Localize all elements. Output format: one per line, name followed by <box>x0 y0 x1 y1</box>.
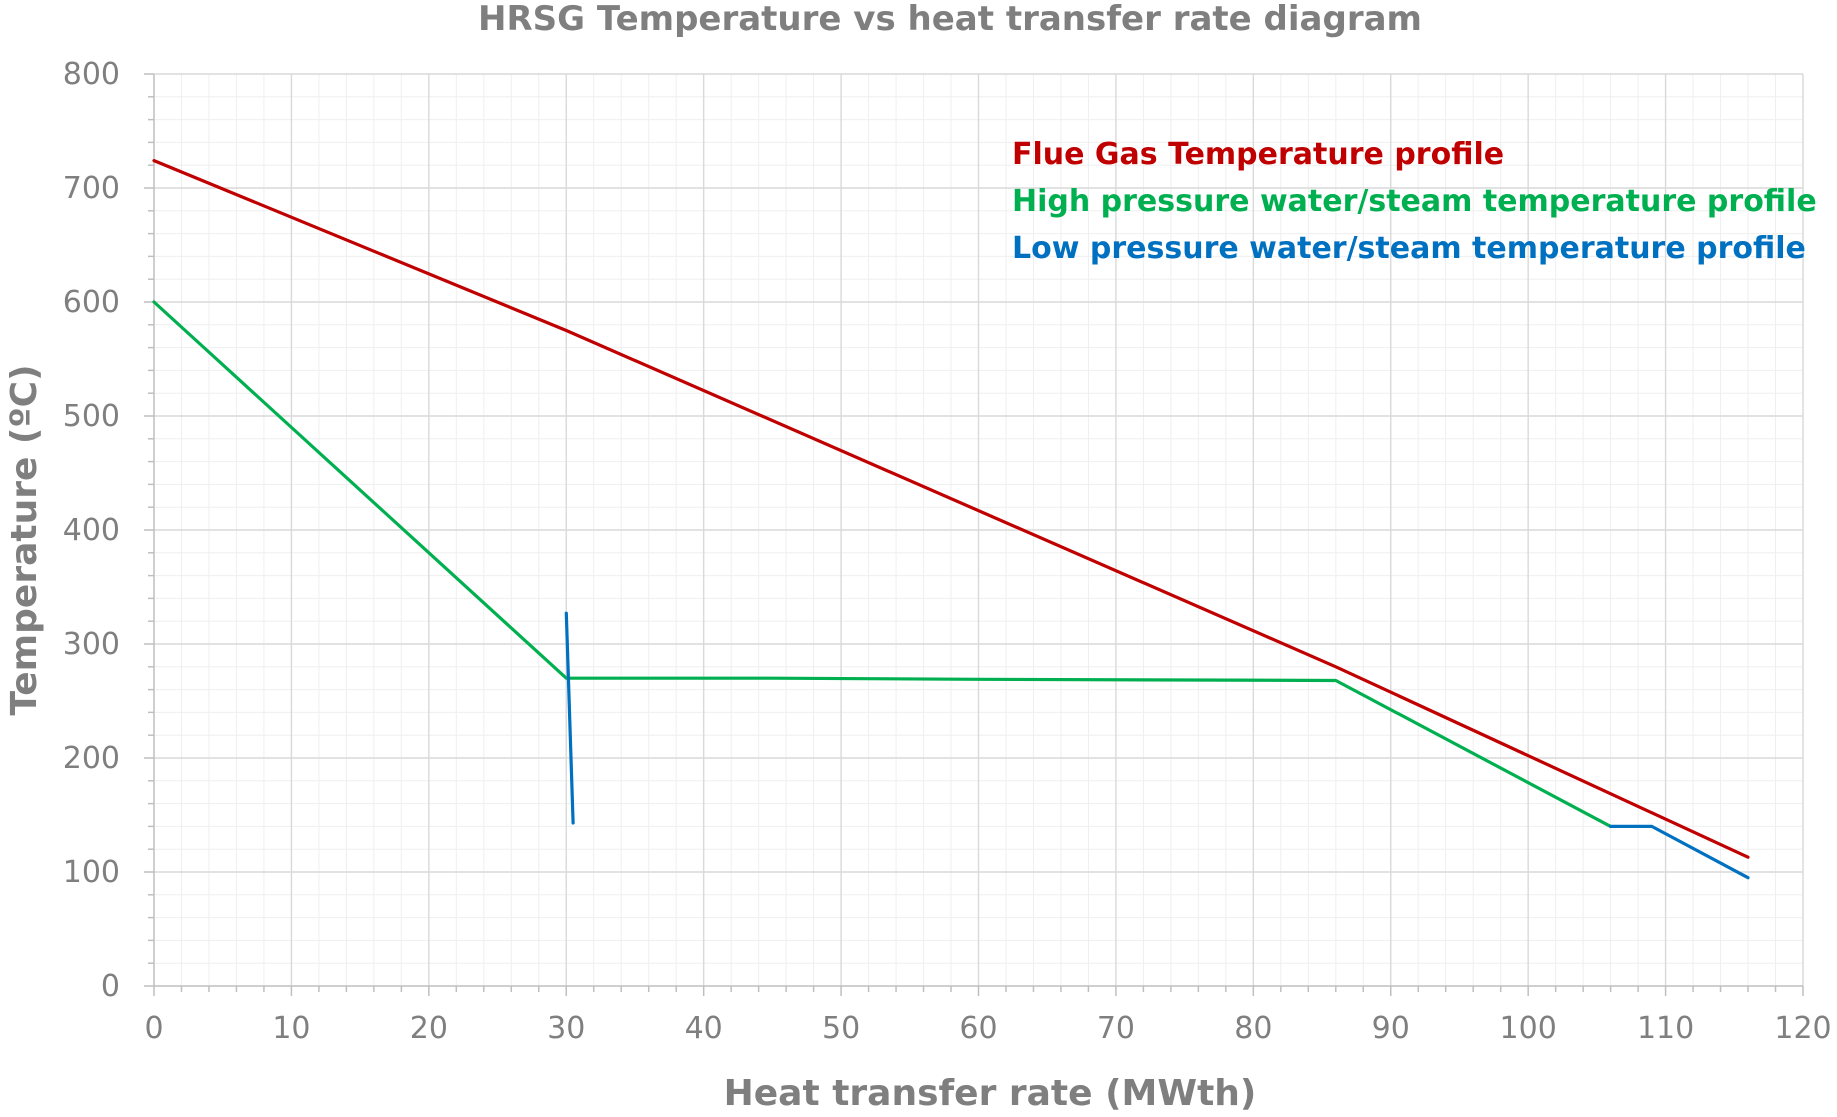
x-tick-label: 100 <box>1500 1011 1557 1046</box>
legend-entry-2: Low pressure water/steam temperature pro… <box>1012 231 1806 266</box>
legend: Flue Gas Temperature profile High pressur… <box>1012 137 1817 266</box>
x-tick-label: 80 <box>1234 1011 1272 1046</box>
y-tick-label: 200 <box>63 741 120 776</box>
x-tick-labels: 0 10 20 30 40 50 60 70 80 90 100 110 120 <box>144 1011 1831 1046</box>
x-axis-title: Heat transfer rate (MWth) <box>724 1073 1257 1114</box>
legend-entry-1: High pressure water/steam temperature pr… <box>1012 184 1817 219</box>
y-tick-label: 700 <box>63 171 120 206</box>
x-tick-label: 40 <box>685 1011 723 1046</box>
y-tick-label: 100 <box>63 855 120 890</box>
x-tick-label: 0 <box>144 1011 163 1046</box>
x-tick-label: 70 <box>1097 1011 1135 1046</box>
axes <box>144 73 1804 996</box>
chart-title: HRSG Temperature vs heat transfer rate d… <box>478 0 1422 39</box>
series-1-line-0 <box>152 300 1613 829</box>
x-tick-label: 90 <box>1372 1011 1410 1046</box>
series-layer <box>152 159 1750 880</box>
series-0-line-0 <box>152 159 1750 859</box>
series-2-line-1 <box>1608 824 1750 880</box>
y-tick-label: 300 <box>63 627 120 662</box>
y-tick-labels: 0 100 200 300 400 500 600 700 800 <box>63 57 120 1004</box>
x-tick-label: 110 <box>1637 1011 1694 1046</box>
x-tick-label: 120 <box>1774 1011 1831 1046</box>
y-tick-label: 600 <box>63 285 120 320</box>
y-tick-label: 500 <box>63 399 120 434</box>
x-tick-label: 60 <box>959 1011 997 1046</box>
y-tick-label: 400 <box>63 513 120 548</box>
x-tick-label: 30 <box>547 1011 585 1046</box>
x-tick-label: 10 <box>272 1011 310 1046</box>
x-tick-label: 20 <box>410 1011 448 1046</box>
y-axis-title: Temperature (ºC) <box>4 364 45 715</box>
series-2-line-0 <box>564 611 575 825</box>
y-tick-label: 0 <box>101 969 120 1004</box>
y-tick-label: 800 <box>63 57 120 92</box>
major-gridlines <box>154 73 1804 986</box>
legend-entry-0: Flue Gas Temperature profile <box>1012 137 1504 172</box>
x-tick-label: 50 <box>822 1011 860 1046</box>
